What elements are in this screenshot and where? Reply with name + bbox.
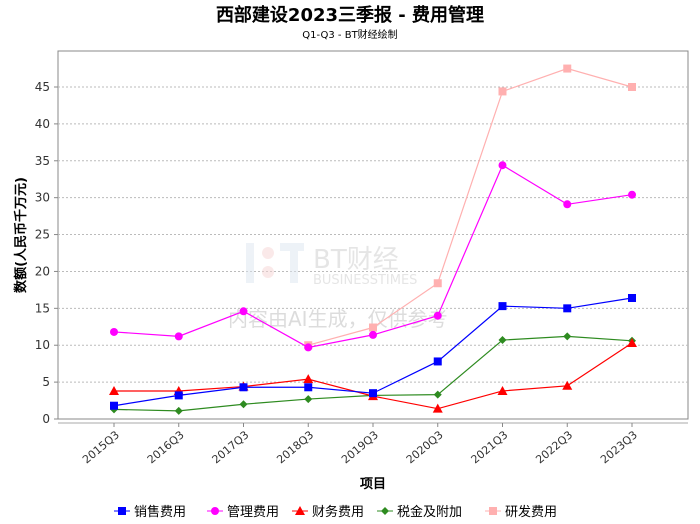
legend-label: 税金及附加 bbox=[397, 504, 462, 520]
watermark-brand-en: BUSINESSTIMES bbox=[313, 273, 417, 288]
data-point bbox=[211, 507, 219, 515]
data-point bbox=[498, 302, 507, 311]
data-point bbox=[369, 330, 377, 339]
data-point bbox=[498, 87, 507, 96]
y-tick-label: 20 bbox=[35, 264, 50, 278]
x-tick-label: 2019Q3 bbox=[339, 428, 381, 466]
y-tick-label: 25 bbox=[35, 228, 50, 242]
data-point bbox=[118, 507, 126, 515]
y-tick-label: 0 bbox=[42, 412, 50, 426]
x-tick-label: 2022Q3 bbox=[533, 428, 575, 466]
data-point bbox=[381, 507, 389, 515]
data-point bbox=[174, 406, 183, 415]
data-point bbox=[433, 279, 442, 288]
y-tick-label: 15 bbox=[35, 301, 50, 315]
data-point bbox=[498, 336, 507, 345]
data-point bbox=[239, 383, 248, 392]
data-point bbox=[563, 64, 572, 73]
watermark-notice: 内容由AI生成，仅供参考 bbox=[228, 307, 448, 331]
x-tick-label: 2018Q3 bbox=[274, 428, 316, 466]
x-tick-label: 2016Q3 bbox=[145, 428, 187, 466]
data-point bbox=[304, 343, 313, 352]
legend-item: 管理费用 bbox=[207, 505, 279, 520]
x-tick-label: 2021Q3 bbox=[469, 428, 511, 466]
data-point bbox=[295, 506, 305, 515]
legend-item: 销售费用 bbox=[114, 504, 186, 520]
data-point bbox=[433, 357, 442, 366]
data-point bbox=[489, 507, 497, 515]
data-point bbox=[109, 385, 119, 395]
data-point bbox=[369, 323, 377, 332]
data-point bbox=[563, 200, 572, 209]
legend-item: 税金及附加 bbox=[377, 504, 462, 520]
legend-label: 财务费用 bbox=[312, 504, 364, 520]
y-axis-label: 数额(人民币千万元) bbox=[13, 177, 29, 293]
legend-item: 研发费用 bbox=[485, 504, 557, 520]
x-tick-label: 2020Q3 bbox=[404, 428, 446, 466]
data-point bbox=[563, 332, 572, 341]
legend-item: 财务费用 bbox=[292, 504, 364, 520]
data-point bbox=[433, 390, 442, 399]
data-point bbox=[433, 311, 442, 320]
data-point bbox=[303, 374, 314, 384]
y-tick-label: 30 bbox=[35, 191, 50, 205]
plot-area bbox=[57, 50, 689, 420]
x-axis-label: 项目 bbox=[360, 477, 386, 492]
data-point bbox=[304, 395, 313, 404]
data-point bbox=[239, 400, 248, 409]
data-point bbox=[174, 391, 183, 400]
data-point bbox=[110, 401, 118, 410]
x-tick-label: 2023Q3 bbox=[598, 428, 640, 466]
data-point bbox=[562, 380, 573, 390]
data-point bbox=[628, 190, 636, 199]
x-tick-label: 2017Q3 bbox=[210, 428, 252, 466]
y-tick-label: 45 bbox=[35, 80, 50, 94]
data-point bbox=[627, 338, 637, 348]
data-point bbox=[239, 307, 248, 316]
chart-title: 西部建设2023三季报 - 费用管理 bbox=[216, 4, 484, 26]
data-point bbox=[432, 403, 443, 413]
data-point bbox=[628, 294, 636, 303]
legend-label: 研发费用 bbox=[505, 504, 557, 520]
series-销售费用 bbox=[110, 294, 636, 410]
data-point bbox=[563, 304, 572, 313]
data-point bbox=[628, 83, 636, 91]
series-管理费用 bbox=[110, 161, 636, 352]
series-line bbox=[308, 67, 633, 346]
legend-label: 管理费用 bbox=[227, 505, 279, 520]
y-tick-label: 35 bbox=[35, 154, 50, 168]
data-point bbox=[369, 389, 377, 398]
data-point bbox=[110, 327, 118, 336]
chart-subtitle: Q1-Q3 - BT财经绘制 bbox=[302, 28, 397, 41]
watermark: BT财经 BUSINESSTIMES 内容由AI生成，仅供参考 bbox=[228, 243, 448, 331]
data-point bbox=[174, 332, 183, 341]
data-point bbox=[497, 385, 508, 395]
x-tick-label: 2015Q3 bbox=[80, 428, 122, 466]
y-tick-label: 40 bbox=[35, 117, 50, 131]
data-point bbox=[304, 383, 313, 392]
watermark-brand: BT财经 bbox=[313, 245, 399, 275]
y-tick-label: 5 bbox=[42, 375, 50, 389]
data-point bbox=[498, 161, 507, 170]
legend-label: 销售费用 bbox=[134, 504, 186, 520]
y-tick-label: 10 bbox=[35, 338, 50, 352]
